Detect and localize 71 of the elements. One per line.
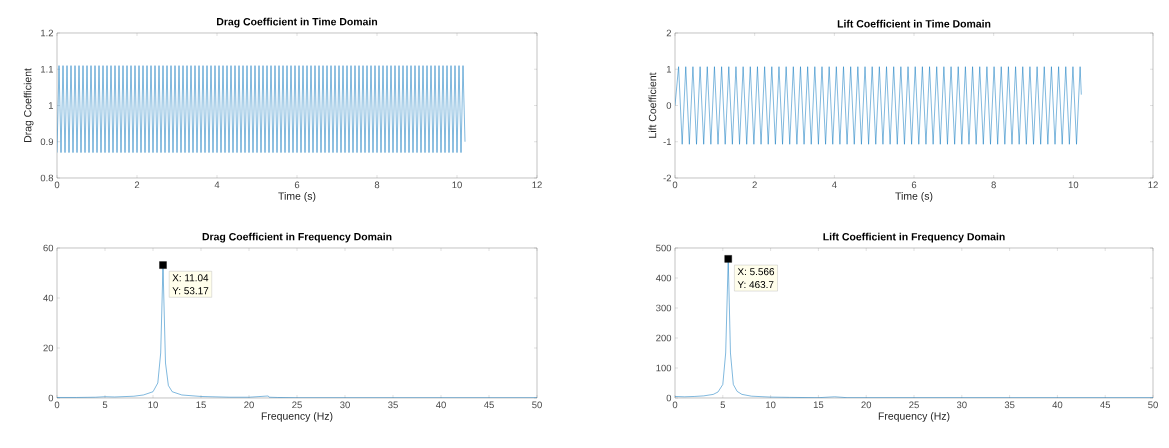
x-axis-title: Frequency (Hz) [878, 412, 950, 422]
y-tick-label: 60 [43, 244, 54, 252]
y-tick-label: 40 [43, 294, 54, 302]
y-tick-label: 200 [656, 334, 672, 342]
y-axis-title: Drag Coefficient [23, 68, 34, 143]
y-tick-label: 0 [48, 394, 54, 402]
x-tick-label: 10 [1068, 181, 1079, 189]
x-tick-label: 20 [244, 401, 254, 409]
annotation: X: 5.566 [737, 268, 775, 276]
y-tick-label: 0 [666, 394, 672, 402]
y-tick-label: 2 [666, 29, 672, 37]
x-tick-label: 10 [148, 401, 158, 409]
x-tick-label: 0 [54, 401, 60, 409]
x-axis-title: Frequency (Hz) [261, 412, 333, 422]
x-tick-label: 8 [991, 181, 996, 189]
x-tick-label: 6 [294, 181, 300, 189]
chart-title: Drag Coefficient in Time Domain [217, 17, 378, 28]
x-tick-label: 35 [1004, 401, 1015, 409]
chart-title: Lift Coefficient in Time Domain [837, 19, 991, 28]
chart-title: Lift Coefficient in Frequency Domain [823, 232, 1005, 243]
x-tick-label: 25 [909, 401, 919, 409]
x-tick-label: 12 [532, 181, 542, 189]
x-tick-label: 15 [813, 401, 824, 409]
chart-title: Drag Coefficient in Frequency Domain [202, 232, 392, 243]
x-tick-label: 40 [435, 401, 446, 409]
x-tick-label: 30 [956, 401, 967, 409]
y-tick-label: 0.8 [40, 174, 54, 182]
y-tick-label: 0.9 [40, 138, 54, 146]
x-tick-label: 25 [292, 401, 302, 409]
x-tick-label: 12 [1148, 181, 1158, 189]
x-tick-label: 45 [1100, 401, 1111, 409]
annotation: X: 11.04 [172, 274, 209, 282]
y-tick-label: 1 [48, 102, 54, 109]
y-tick-label: 100 [656, 364, 672, 372]
x-tick-label: 35 [388, 401, 398, 409]
y-tick-label: -1 [663, 138, 672, 145]
x-tick-label: 2 [752, 181, 757, 189]
x-tick-label: 20 [861, 401, 872, 409]
x-tick-label: 0 [672, 181, 678, 189]
y-tick-label: 1.2 [41, 29, 54, 37]
y-tick-label: 400 [655, 274, 672, 282]
y-tick-label: 300 [656, 304, 672, 312]
x-tick-label: 4 [831, 181, 837, 189]
x-axis-title: Time (s) [895, 192, 933, 202]
annotation: Y: 463.7 [737, 281, 774, 289]
x-tick-label: 10 [766, 401, 776, 409]
x-tick-label: 5 [720, 401, 726, 409]
x-tick-label: 2 [134, 181, 140, 189]
x-tick-label: 45 [483, 401, 494, 409]
x-tick-label: 15 [196, 401, 206, 409]
y-tick-label: 1.1 [41, 65, 54, 73]
x-tick-label: 40 [1052, 401, 1063, 409]
line-series [675, 66, 1082, 145]
y-tick-label: 500 [656, 244, 672, 252]
x-tick-label: 50 [1148, 401, 1158, 409]
y-axis-title: Lift Coefficient [648, 72, 657, 138]
annotation: Y: 53.17 [172, 287, 209, 295]
y-tick-label: 0 [666, 102, 672, 109]
x-tick-label: 50 [532, 401, 542, 409]
y-tick-label: -2 [663, 174, 672, 182]
y-tick-label: 20 [43, 344, 54, 352]
x-tick-label: 10 [452, 181, 462, 189]
x-tick-label: 8 [374, 181, 380, 189]
x-tick-label: 0 [54, 181, 60, 189]
x-axis-title: Time (s) [278, 192, 316, 202]
x-tick-label: 6 [911, 181, 917, 189]
x-tick-label: 5 [102, 401, 108, 409]
y-tick-label: 1 [666, 65, 672, 73]
x-tick-label: 0 [672, 401, 678, 409]
x-tick-label: 4 [214, 181, 220, 189]
x-tick-label: 30 [340, 401, 350, 409]
